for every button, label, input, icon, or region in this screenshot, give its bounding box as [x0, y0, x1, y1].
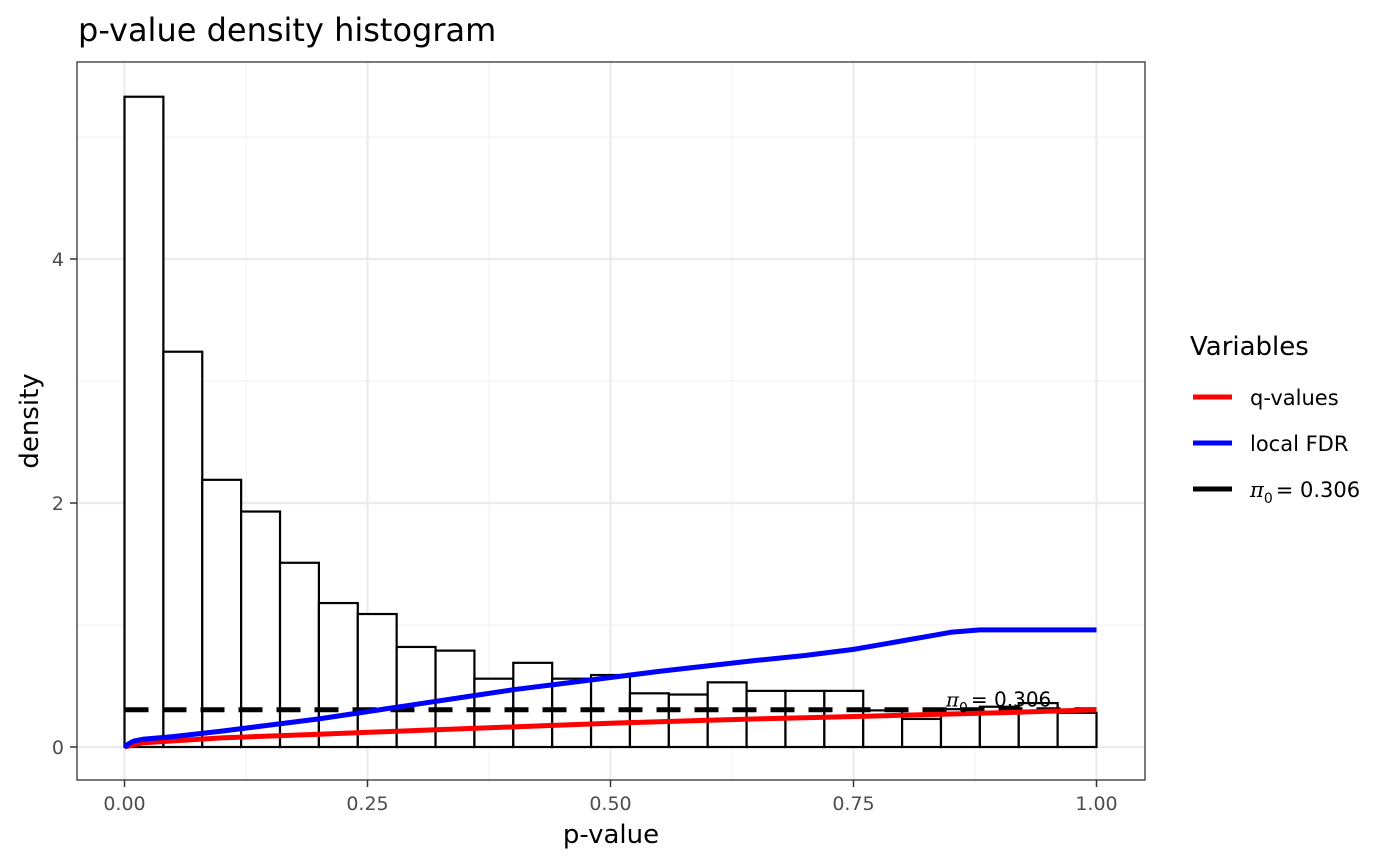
legend-label: q-values	[1250, 386, 1339, 410]
legend: Variables q-values local FDR π0 = 0.306	[1190, 332, 1360, 507]
series-line-q-values	[123, 707, 1097, 750]
y-axis-title: density	[15, 373, 45, 468]
histogram-bar	[512, 661, 554, 749]
x-tick-label: 0.00	[103, 793, 145, 815]
chart-title: p-value density histogram	[78, 11, 496, 49]
histogram-bar	[551, 677, 593, 749]
histogram-bars	[123, 95, 1098, 749]
histogram-bar	[356, 612, 398, 749]
histogram-bar	[1056, 711, 1098, 749]
legend-title: Variables	[1190, 332, 1309, 362]
y-tick-label: 0	[52, 737, 64, 759]
histogram-bar	[162, 350, 204, 749]
histogram-bar	[201, 478, 243, 749]
histogram-bar	[317, 601, 359, 749]
histogram-bar	[900, 717, 943, 749]
legend-label: π0 = 0.306	[1249, 478, 1360, 507]
series-line-local-fdr	[122, 627, 1097, 749]
legend-label: local FDR	[1250, 432, 1348, 456]
x-tick-label: 0.75	[832, 793, 874, 815]
y-tick-label: 2	[52, 493, 64, 515]
pi0-annotation: π0 = 0.306	[945, 687, 1051, 716]
x-tick-label: 1.00	[1075, 793, 1117, 815]
x-tick-label: 0.25	[346, 793, 388, 815]
series-lines	[122, 627, 1097, 750]
y-axis: 0 2 4	[52, 249, 77, 759]
annotations: π0 = 0.306	[945, 687, 1051, 716]
x-axis: 0.00 0.25 0.50 0.75 1.00	[103, 780, 1118, 815]
histogram-bar	[706, 681, 748, 749]
histogram-bar	[123, 95, 165, 749]
plot-panel: π0 = 0.306	[76, 61, 1146, 781]
x-axis-title: p-value	[563, 820, 659, 850]
x-tick-label: 0.50	[589, 793, 631, 815]
y-tick-label: 4	[52, 249, 64, 271]
